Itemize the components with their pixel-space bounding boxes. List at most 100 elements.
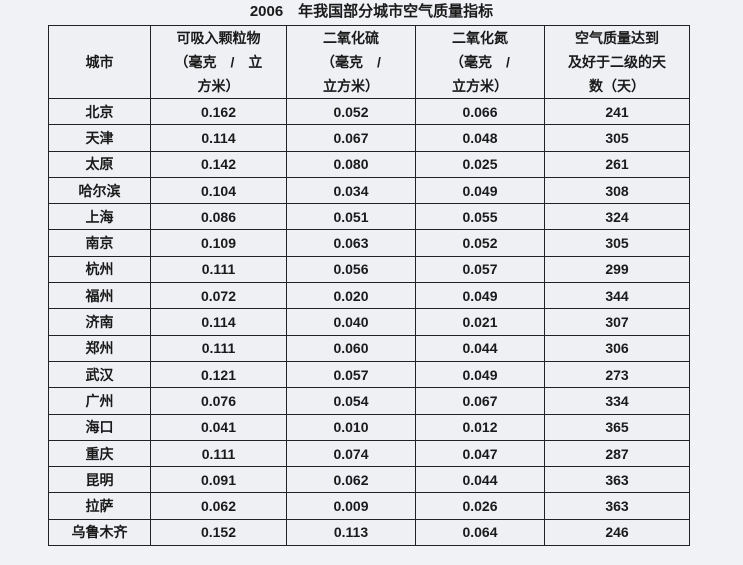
- cell-no2: 0.052: [415, 229, 545, 257]
- cell-no2: 0.025: [415, 150, 545, 178]
- air-quality-table: 城市 可吸入颗粒物 （毫克 / 立方米） 二氧化硫 （毫克 / 立方米） 二氧化氮 （毫克 /…: [48, 25, 690, 547]
- cell-so2: 0.113: [286, 518, 416, 547]
- cell-good-days: 365: [544, 413, 690, 441]
- table-row: 上海 0.086 0.051 0.055 324: [48, 203, 690, 231]
- cell-good-days: 363: [544, 492, 690, 520]
- cell-good-days: 324: [544, 203, 690, 231]
- cell-so2: 0.056: [286, 255, 416, 284]
- header-line: 二氧化硫: [323, 30, 379, 46]
- header-line: 空气质量达到: [575, 30, 659, 46]
- cell-city: 杭州: [48, 255, 151, 284]
- cell-no2: 0.047: [415, 439, 545, 468]
- cell-city: 乌鲁木齐: [48, 518, 151, 547]
- header-line: 立方米）: [323, 78, 379, 94]
- cell-pm10: 0.062: [150, 492, 287, 520]
- cell-so2: 0.009: [286, 492, 416, 520]
- cell-pm10: 0.111: [150, 439, 287, 468]
- header-line: 立方米）: [452, 78, 508, 94]
- header-line: （毫克 / 立: [174, 54, 263, 70]
- cell-pm10: 0.091: [150, 466, 287, 494]
- header-so2: 二氧化硫 （毫克 / 立方米）: [286, 25, 416, 99]
- cell-pm10: 0.162: [150, 97, 287, 126]
- cell-no2: 0.049: [415, 282, 545, 310]
- table-row: 福州 0.072 0.020 0.049 344: [48, 282, 690, 310]
- cell-pm10: 0.121: [150, 360, 287, 389]
- table-row: 北京 0.162 0.052 0.066 241: [48, 97, 690, 126]
- header-line: （毫克 /: [450, 54, 510, 70]
- cell-pm10: 0.086: [150, 203, 287, 231]
- cell-no2: 0.026: [415, 492, 545, 520]
- header-city: 城市: [48, 25, 151, 99]
- cell-so2: 0.074: [286, 439, 416, 468]
- cell-city: 南京: [48, 229, 151, 257]
- table-title: 2006 年我国部分城市空气质量指标: [249, 3, 494, 20]
- table-row: 南京 0.109 0.063 0.052 305: [48, 229, 690, 257]
- cell-city: 哈尔滨: [48, 176, 151, 205]
- cell-good-days: 307: [544, 308, 690, 336]
- header-line: 可吸入颗粒物: [176, 30, 261, 46]
- cell-so2: 0.034: [286, 176, 416, 205]
- table-row: 拉萨 0.062 0.009 0.026 363: [48, 492, 690, 520]
- cell-so2: 0.060: [286, 334, 416, 362]
- table-row: 太原 0.142 0.080 0.025 261: [48, 150, 690, 178]
- cell-no2: 0.067: [415, 387, 545, 415]
- cell-no2: 0.055: [415, 203, 545, 231]
- cell-city: 济南: [48, 308, 151, 336]
- header-line: 二氧化氮: [452, 30, 508, 46]
- cell-so2: 0.057: [286, 360, 416, 389]
- cell-pm10: 0.114: [150, 308, 287, 336]
- header-pm10: 可吸入颗粒物 （毫克 / 立方米）: [150, 25, 287, 99]
- header-line: 及好于二级的天: [568, 54, 666, 70]
- header-line: 城市: [85, 54, 114, 70]
- cell-so2: 0.010: [286, 413, 416, 441]
- cell-so2: 0.063: [286, 229, 416, 257]
- cell-pm10: 0.076: [150, 387, 287, 415]
- cell-good-days: 305: [544, 124, 690, 152]
- cell-pm10: 0.104: [150, 176, 287, 205]
- cell-so2: 0.052: [286, 97, 416, 126]
- cell-good-days: 306: [544, 334, 690, 362]
- header-line: 方米）: [197, 78, 240, 94]
- cell-city: 上海: [48, 203, 151, 231]
- cell-city: 天津: [48, 124, 151, 152]
- cell-city: 武汉: [48, 360, 151, 389]
- table-row: 昆明 0.091 0.062 0.044 363: [48, 466, 690, 494]
- table-row: 天津 0.114 0.067 0.048 305: [48, 124, 690, 152]
- cell-good-days: 299: [544, 255, 690, 284]
- cell-pm10: 0.114: [150, 124, 287, 152]
- cell-good-days: 241: [544, 97, 690, 126]
- cell-no2: 0.044: [415, 334, 545, 362]
- cell-city: 福州: [48, 282, 151, 310]
- cell-pm10: 0.152: [150, 518, 287, 547]
- cell-so2: 0.062: [286, 466, 416, 494]
- cell-good-days: 334: [544, 387, 690, 415]
- table-row: 郑州 0.111 0.060 0.044 306: [48, 334, 690, 362]
- cell-good-days: 344: [544, 282, 690, 310]
- cell-pm10: 0.041: [150, 413, 287, 441]
- table-row: 广州 0.076 0.054 0.067 334: [48, 387, 690, 415]
- table-row: 海口 0.041 0.010 0.012 365: [48, 413, 690, 441]
- cell-good-days: 308: [544, 176, 690, 205]
- table-row: 武汉 0.121 0.057 0.049 273: [48, 360, 690, 389]
- cell-so2: 0.067: [286, 124, 416, 152]
- cell-city: 重庆: [48, 439, 151, 468]
- cell-so2: 0.040: [286, 308, 416, 336]
- cell-city: 广州: [48, 387, 151, 415]
- header-line: （毫克 /: [321, 54, 381, 70]
- cell-no2: 0.049: [415, 360, 545, 389]
- header-line: 数（天）: [589, 78, 645, 94]
- cell-good-days: 287: [544, 439, 690, 468]
- cell-no2: 0.048: [415, 124, 545, 152]
- cell-pm10: 0.111: [150, 334, 287, 362]
- cell-city: 拉萨: [48, 492, 151, 520]
- cell-pm10: 0.111: [150, 255, 287, 284]
- cell-no2: 0.066: [415, 97, 545, 126]
- cell-city: 北京: [48, 97, 151, 126]
- cell-so2: 0.051: [286, 203, 416, 231]
- cell-no2: 0.064: [415, 518, 545, 547]
- cell-so2: 0.054: [286, 387, 416, 415]
- table-row: 乌鲁木齐 0.152 0.113 0.064 246: [48, 518, 690, 547]
- cell-city: 郑州: [48, 334, 151, 362]
- table-row: 济南 0.114 0.040 0.021 307: [48, 308, 690, 336]
- table-row: 重庆 0.111 0.074 0.047 287: [48, 439, 690, 468]
